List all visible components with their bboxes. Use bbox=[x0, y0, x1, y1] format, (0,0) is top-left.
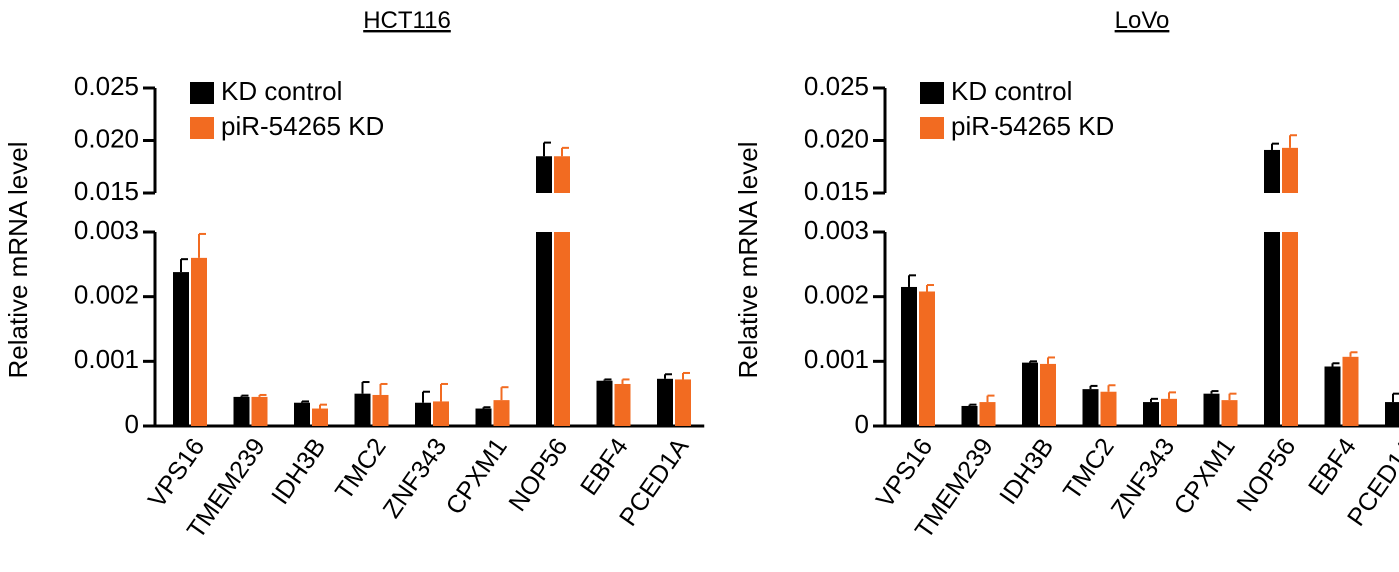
y-tick-label: 0.025 bbox=[74, 71, 139, 101]
bar bbox=[1040, 363, 1056, 426]
bar bbox=[191, 257, 207, 426]
bar bbox=[1143, 402, 1159, 426]
bar bbox=[614, 383, 631, 426]
bar-upper bbox=[1282, 147, 1298, 193]
y-tick-label: 0 bbox=[125, 409, 139, 439]
bar bbox=[1324, 366, 1341, 426]
bar bbox=[596, 380, 613, 426]
bar bbox=[433, 401, 449, 426]
y-tick-label: 0 bbox=[855, 409, 869, 439]
bar bbox=[961, 405, 978, 426]
y-axis-label: Relative mRNA level bbox=[733, 142, 763, 379]
bar bbox=[475, 408, 492, 426]
y-tick-label: 0.001 bbox=[74, 344, 139, 374]
bar bbox=[415, 402, 431, 426]
bar-lower bbox=[554, 232, 570, 426]
x-tick-label: ZNF343 bbox=[378, 433, 453, 523]
bar-lower bbox=[536, 232, 552, 426]
x-tick-label: EBF4 bbox=[1303, 433, 1362, 500]
bar bbox=[901, 286, 917, 426]
bar bbox=[1082, 389, 1099, 426]
bar bbox=[1203, 393, 1220, 426]
bar bbox=[1100, 391, 1117, 426]
chart-title: HCT116 bbox=[363, 7, 451, 34]
bar bbox=[1022, 362, 1038, 426]
legend-swatch bbox=[920, 117, 944, 139]
bar bbox=[1342, 356, 1359, 426]
bar bbox=[312, 408, 328, 426]
legend-label: piR-54265 KD bbox=[951, 111, 1114, 141]
x-tick-label: NOP56 bbox=[1231, 433, 1301, 516]
x-tick-label: IDH3B bbox=[994, 433, 1059, 509]
bar bbox=[372, 394, 389, 426]
bar-upper bbox=[554, 156, 570, 193]
bar bbox=[1221, 400, 1238, 426]
legend-label: KD control bbox=[951, 76, 1072, 106]
bar bbox=[233, 396, 250, 426]
x-tick-label: TMC2 bbox=[1058, 433, 1120, 505]
bar bbox=[919, 291, 935, 426]
x-tick-label: EBF4 bbox=[575, 433, 634, 500]
y-tick-label: 0.020 bbox=[804, 123, 869, 153]
legend-swatch bbox=[190, 82, 214, 104]
bar-lower bbox=[1264, 232, 1280, 426]
bar bbox=[1161, 398, 1177, 426]
y-tick-label: 0.002 bbox=[804, 280, 869, 310]
x-tick-label: CPXM1 bbox=[1168, 433, 1240, 520]
chart-title: LoVo bbox=[1115, 7, 1170, 34]
bar bbox=[493, 400, 510, 426]
x-tick-label: ZNF343 bbox=[1106, 433, 1181, 523]
legend-label: piR-54265 KD bbox=[221, 111, 384, 141]
y-axis-label: Relative mRNA level bbox=[3, 142, 33, 379]
bar-upper bbox=[1264, 149, 1280, 193]
x-tick-label: IDH3B bbox=[266, 433, 331, 509]
y-tick-label: 0.001 bbox=[804, 344, 869, 374]
x-tick-label: CPXM1 bbox=[440, 433, 512, 520]
bar bbox=[1385, 402, 1399, 426]
x-tick-label: TMC2 bbox=[330, 433, 392, 505]
bar-upper bbox=[536, 156, 552, 193]
bar bbox=[675, 379, 691, 426]
legend-label: KD control bbox=[221, 76, 342, 106]
legend-swatch bbox=[190, 117, 214, 139]
y-tick-label: 0.015 bbox=[804, 176, 869, 206]
bar bbox=[657, 378, 673, 426]
y-tick-label: 0.015 bbox=[74, 176, 139, 206]
x-tick-label: NOP56 bbox=[503, 433, 573, 516]
y-tick-label: 0.002 bbox=[74, 280, 139, 310]
y-tick-label: 0.020 bbox=[74, 123, 139, 153]
legend-swatch bbox=[920, 82, 944, 104]
bar bbox=[173, 272, 189, 426]
bar bbox=[979, 402, 996, 426]
bar bbox=[251, 396, 268, 426]
y-tick-label: 0.003 bbox=[74, 215, 139, 245]
y-tick-label: 0.003 bbox=[804, 215, 869, 245]
bar-lower bbox=[1282, 232, 1298, 426]
y-tick-label: 0.025 bbox=[804, 71, 869, 101]
bar bbox=[354, 393, 371, 426]
bar bbox=[294, 402, 310, 426]
